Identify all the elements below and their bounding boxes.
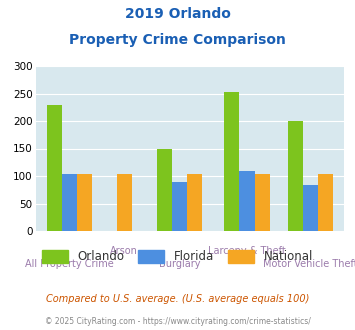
Bar (77, 174, 92, 231)
Text: All Property Crime: All Property Crime (25, 259, 114, 269)
Legend: Orlando, Florida, National: Orlando, Florida, National (37, 245, 318, 268)
Bar (117, 174, 132, 231)
Bar (187, 174, 202, 231)
Bar (255, 174, 270, 231)
Bar (224, 92, 239, 231)
Bar (172, 182, 187, 231)
Bar (303, 185, 318, 231)
Text: 2019 Orlando: 2019 Orlando (125, 7, 230, 20)
Bar (318, 174, 333, 231)
Text: Arson: Arson (110, 246, 138, 256)
Bar (157, 148, 172, 231)
Text: © 2025 CityRating.com - https://www.cityrating.com/crime-statistics/: © 2025 CityRating.com - https://www.city… (45, 317, 310, 326)
Text: Compared to U.S. average. (U.S. average equals 100): Compared to U.S. average. (U.S. average … (46, 294, 309, 304)
Bar (288, 121, 303, 231)
Bar (239, 171, 255, 231)
Bar (47, 105, 62, 231)
Text: Burglary: Burglary (159, 259, 200, 269)
Text: Larceny & Theft: Larceny & Theft (208, 246, 286, 256)
Text: Property Crime Comparison: Property Crime Comparison (69, 33, 286, 47)
Bar (62, 174, 77, 231)
Text: Motor Vehicle Theft: Motor Vehicle Theft (263, 259, 355, 269)
